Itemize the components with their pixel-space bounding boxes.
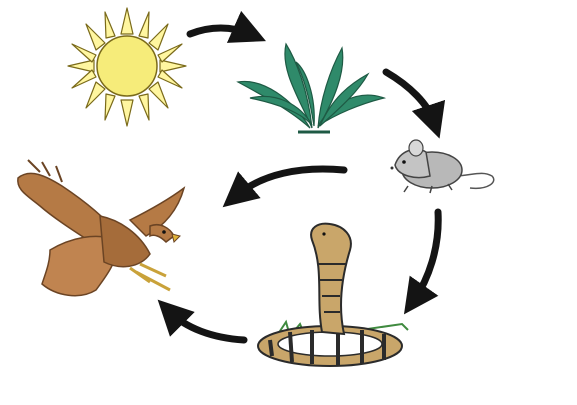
sun-icon bbox=[67, 7, 187, 127]
plant-icon bbox=[236, 42, 387, 134]
arrow-mouse-to-eagle bbox=[222, 165, 348, 208]
arrows-layer bbox=[157, 10, 446, 344]
cobra-icon bbox=[257, 222, 409, 367]
arrow-sun-to-plant bbox=[186, 10, 266, 43]
mouse-icon bbox=[390, 139, 495, 194]
eagle-icon bbox=[17, 159, 186, 297]
arrow-plant-to-mouse bbox=[382, 68, 446, 139]
arrow-snake-to-eagle bbox=[157, 299, 248, 344]
arrow-mouse-to-snake bbox=[403, 208, 442, 315]
